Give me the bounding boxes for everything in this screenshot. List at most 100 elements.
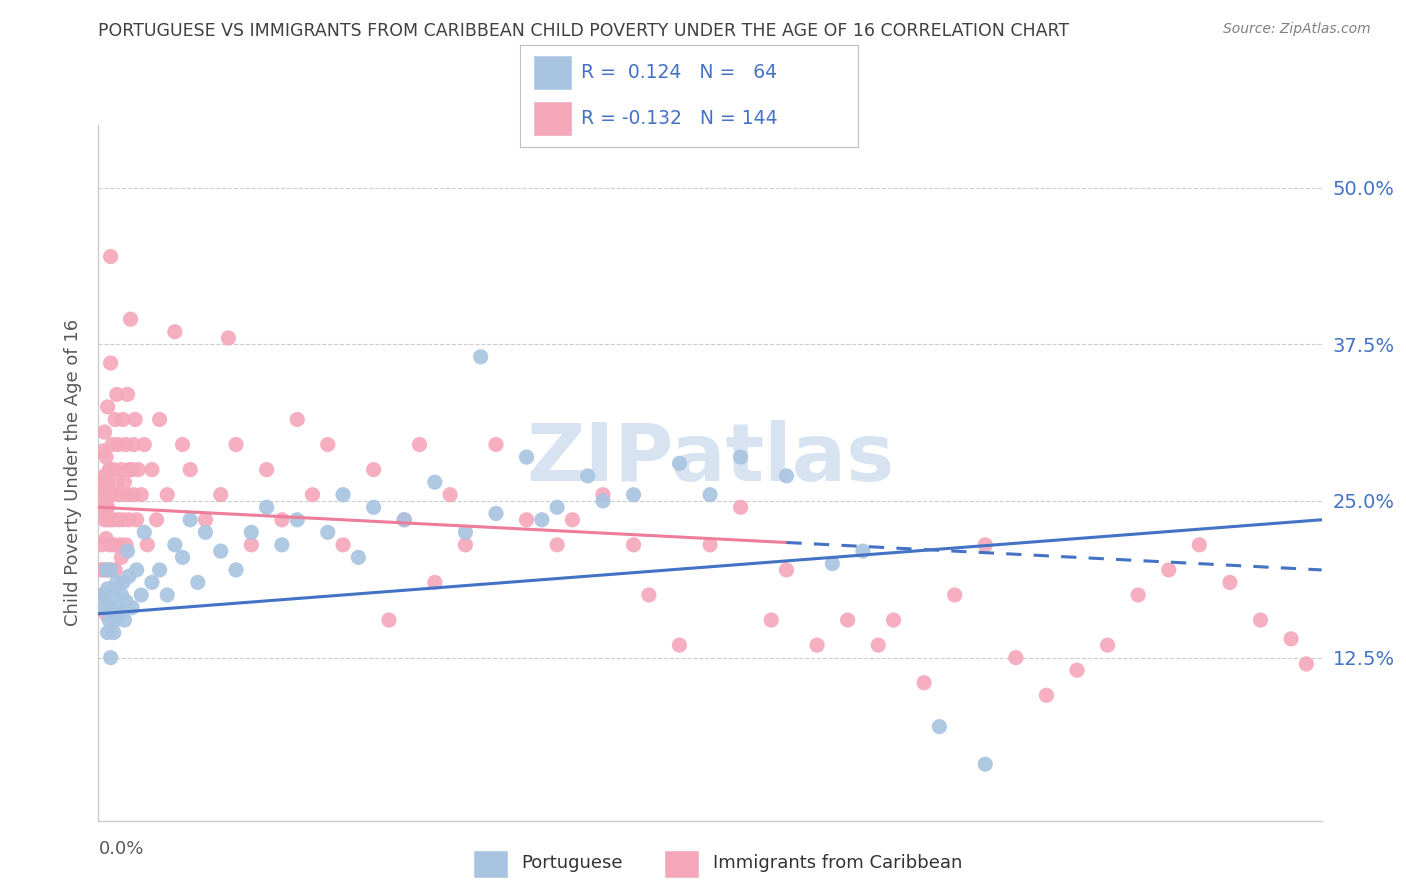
Point: [110, 550, 132, 565]
Point: [423, 575, 446, 590]
Point: [516, 450, 538, 464]
Point: [91, 563, 114, 577]
Point: [561, 513, 583, 527]
Point: [104, 412, 127, 426]
Point: [108, 488, 131, 502]
Point: [256, 500, 278, 515]
Point: [94, 532, 117, 546]
Point: [1066, 663, 1088, 677]
Point: [100, 513, 122, 527]
Point: [209, 488, 232, 502]
Text: Portuguese: Portuguese: [522, 854, 623, 872]
Point: [149, 412, 172, 426]
Text: R = -0.132   N = 144: R = -0.132 N = 144: [581, 109, 778, 128]
Point: [107, 437, 129, 451]
Point: [111, 513, 134, 527]
Point: [363, 462, 385, 476]
FancyBboxPatch shape: [474, 851, 508, 877]
Point: [156, 588, 179, 602]
Point: [1004, 650, 1026, 665]
Point: [108, 607, 131, 621]
Point: [101, 437, 124, 451]
Point: [103, 588, 125, 602]
Point: [225, 563, 247, 577]
Point: [97, 563, 120, 577]
Point: [91, 488, 114, 502]
Point: [530, 513, 553, 527]
Point: [97, 400, 120, 414]
Point: [97, 475, 120, 490]
Point: [108, 538, 131, 552]
Point: [103, 462, 125, 476]
Point: [125, 563, 148, 577]
Point: [516, 513, 538, 527]
Point: [408, 437, 430, 451]
Point: [117, 544, 139, 558]
Point: [1157, 563, 1180, 577]
Point: [117, 488, 139, 502]
Point: [93, 469, 115, 483]
Point: [136, 538, 159, 552]
Point: [110, 588, 132, 602]
Point: [576, 469, 599, 483]
Point: [112, 475, 135, 490]
Point: [103, 538, 125, 552]
Point: [209, 544, 232, 558]
Point: [378, 613, 401, 627]
Point: [285, 412, 308, 426]
Point: [103, 513, 125, 527]
Point: [423, 475, 446, 490]
Point: [699, 488, 721, 502]
Point: [943, 588, 966, 602]
Point: [90, 500, 112, 515]
Point: [97, 513, 120, 527]
Point: [125, 513, 148, 527]
Point: [89, 475, 111, 490]
Point: [316, 525, 339, 540]
Point: [98, 600, 121, 615]
Point: [668, 456, 690, 470]
Point: [94, 607, 117, 621]
Point: [112, 613, 135, 627]
Point: [98, 488, 121, 502]
Point: [94, 500, 117, 515]
Point: [100, 650, 122, 665]
Point: [285, 513, 308, 527]
Point: [134, 437, 156, 451]
Point: [121, 600, 143, 615]
Text: 0.0%: 0.0%: [98, 840, 143, 858]
Point: [454, 525, 477, 540]
Point: [111, 412, 134, 426]
Point: [270, 538, 292, 552]
Point: [156, 488, 179, 502]
Point: [592, 488, 614, 502]
Point: [217, 331, 239, 345]
Point: [100, 563, 122, 577]
Point: [117, 387, 139, 401]
Point: [470, 350, 492, 364]
Point: [118, 569, 141, 583]
Point: [546, 538, 568, 552]
Point: [134, 525, 156, 540]
Point: [1279, 632, 1302, 646]
Point: [115, 594, 138, 608]
Point: [439, 488, 461, 502]
Point: [91, 588, 114, 602]
Point: [94, 563, 117, 577]
Point: [837, 613, 859, 627]
Point: [1097, 638, 1119, 652]
Point: [363, 500, 385, 515]
Point: [974, 538, 997, 552]
Point: [93, 513, 115, 527]
Point: [806, 638, 828, 652]
Point: [101, 607, 124, 621]
Point: [163, 325, 186, 339]
Point: [94, 450, 117, 464]
Point: [91, 443, 114, 458]
Point: [1219, 575, 1241, 590]
Point: [98, 462, 121, 476]
Point: [129, 488, 152, 502]
Point: [270, 513, 292, 527]
Point: [1035, 688, 1057, 702]
Text: Immigrants from Caribbean: Immigrants from Caribbean: [713, 854, 962, 872]
